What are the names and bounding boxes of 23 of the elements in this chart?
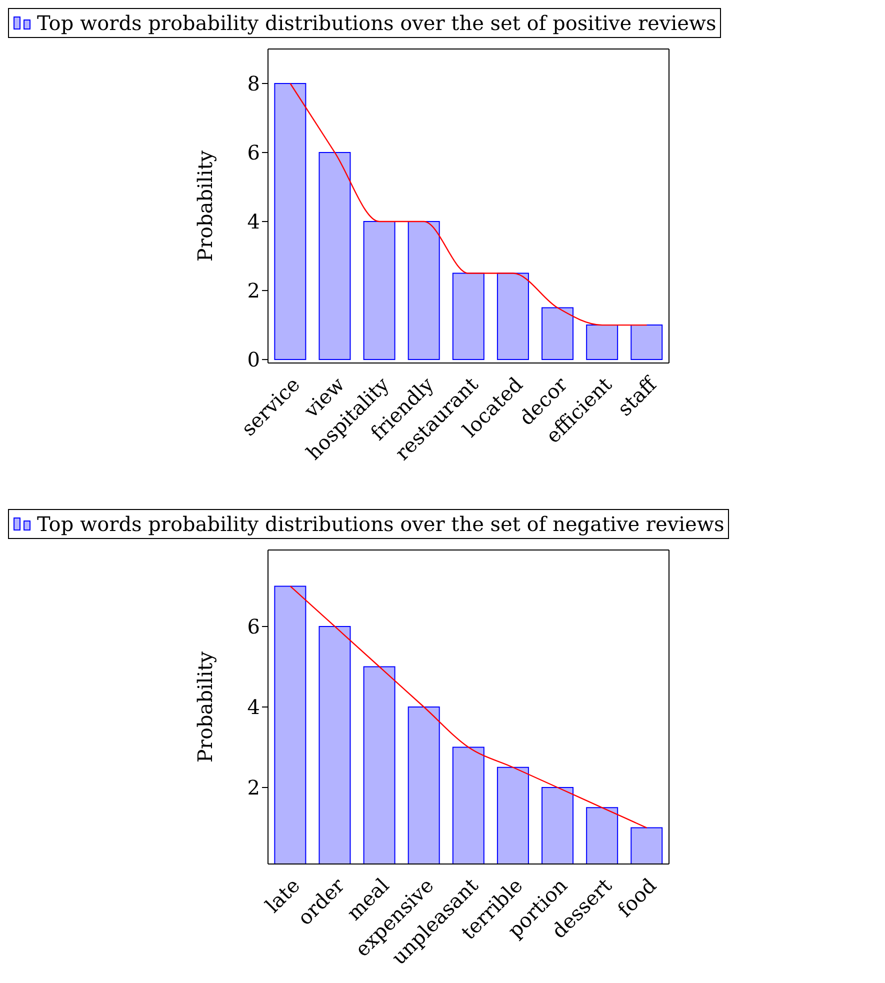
bar (496, 272, 529, 360)
y-tick-label: 4 (247, 210, 260, 234)
bar (318, 152, 351, 360)
bar (586, 324, 618, 360)
y-tick-label: 2 (247, 278, 260, 303)
bar (274, 83, 306, 360)
y-tick-label: 8 (247, 72, 260, 96)
y-tick-label: 4 (247, 695, 260, 720)
y-tick-label: 6 (247, 140, 260, 165)
line-series (290, 82, 648, 326)
line-series (290, 586, 648, 828)
legend-label: Top words probability distributions over the set of positive reviews (37, 11, 716, 35)
bar (542, 307, 574, 360)
bar (408, 221, 440, 360)
bar (630, 324, 663, 360)
y-axis-title: Probability (193, 150, 218, 262)
bar (363, 221, 396, 360)
y-tick-label: 2 (247, 776, 260, 800)
y-tick-label: 0 (247, 348, 260, 372)
y-tick-label: 6 (247, 614, 260, 639)
legend-label: Top words probability distributions over the set of negative reviews (37, 512, 724, 536)
bar (452, 272, 484, 360)
y-axis-title: Probability (193, 650, 218, 763)
